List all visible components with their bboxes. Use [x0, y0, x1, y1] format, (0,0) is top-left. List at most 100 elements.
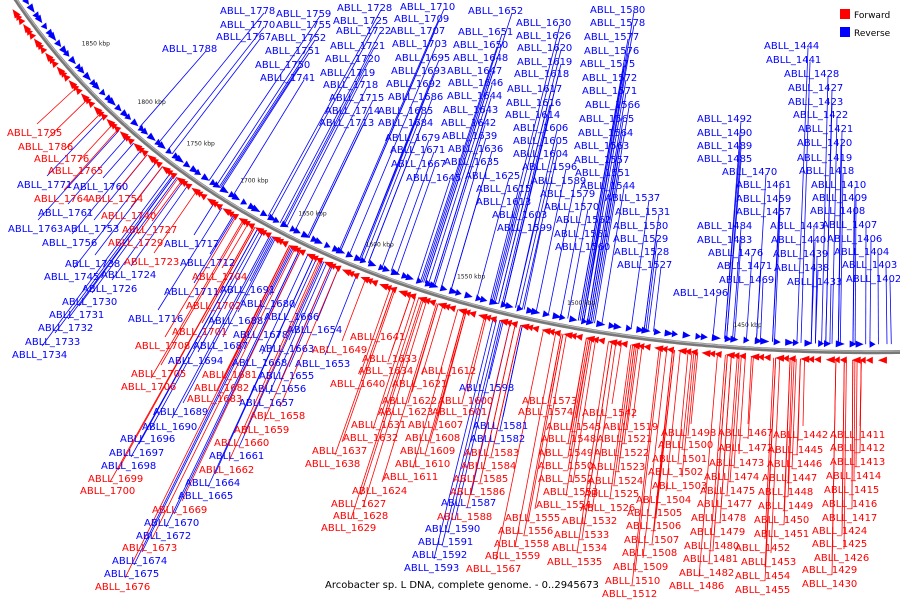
gene-label[interactable]: ABLL_1423 — [788, 97, 843, 108]
gene-label[interactable]: ABLL_1701 — [172, 327, 227, 338]
gene-label[interactable]: ABLL_1622 — [382, 396, 437, 407]
gene-label[interactable]: ABLL_1482 — [679, 568, 734, 579]
gene-label[interactable]: ABLL_1684 — [378, 118, 433, 129]
gene-label[interactable]: ABLL_1429 — [802, 565, 857, 576]
gene-label[interactable]: ABLL_1653 — [295, 359, 350, 370]
gene-label[interactable]: ABLL_1576 — [584, 46, 639, 57]
gene-label[interactable]: ABLL_1420 — [797, 138, 852, 149]
gene-label[interactable]: ABLL_1678 — [233, 330, 288, 341]
gene-label[interactable]: ABLL_1452 — [735, 543, 790, 554]
gene-label[interactable]: ABLL_1650 — [453, 40, 508, 51]
gene-label[interactable]: ABLL_1692 — [386, 79, 441, 90]
gene-label[interactable]: ABLL_1691 — [220, 285, 275, 296]
gene-label[interactable]: ABLL_1566 — [585, 100, 640, 111]
gene-label[interactable]: ABLL_1631 — [351, 420, 406, 431]
gene-label[interactable]: ABLL_1492 — [697, 114, 752, 125]
gene-label[interactable]: ABLL_1694 — [168, 356, 223, 367]
gene-label[interactable]: ABLL_1430 — [802, 579, 857, 590]
gene-label[interactable]: ABLL_1626 — [516, 31, 571, 42]
gene-label[interactable]: ABLL_1589 — [531, 176, 586, 187]
gene-label[interactable]: ABLL_1672 — [136, 531, 191, 542]
gene-label[interactable]: ABLL_1548 — [541, 434, 596, 445]
gene-label[interactable]: ABLL_1498 — [661, 428, 716, 439]
gene-label[interactable]: ABLL_1533 — [554, 530, 609, 541]
gene-label[interactable]: ABLL_1598 — [459, 383, 514, 394]
gene-label[interactable]: ABLL_1643 — [443, 105, 498, 116]
gene-label[interactable]: ABLL_1641 — [350, 332, 405, 343]
gene-label[interactable]: ABLL_1605 — [513, 136, 568, 147]
gene-label[interactable]: ABLL_1619 — [517, 57, 572, 68]
gene-label[interactable]: ABLL_1601 — [432, 407, 487, 418]
gene-label[interactable]: ABLL_1469 — [719, 275, 774, 286]
gene-label[interactable]: ABLL_1630 — [516, 18, 571, 29]
gene-label[interactable]: ABLL_1414 — [826, 471, 881, 482]
gene-label[interactable]: ABLL_1544 — [580, 181, 635, 192]
gene-label[interactable]: ABLL_1556 — [498, 526, 553, 537]
gene-label[interactable]: ABLL_1670 — [144, 518, 199, 529]
gene-label[interactable]: ABLL_1611 — [383, 472, 438, 483]
gene-label[interactable]: ABLL_1413 — [830, 457, 885, 468]
gene-label[interactable]: ABLL_1406 — [827, 234, 882, 245]
gene-label[interactable]: ABLL_1447 — [762, 473, 817, 484]
gene-label[interactable]: ABLL_1529 — [613, 234, 668, 245]
gene-label[interactable]: ABLL_1506 — [626, 521, 681, 532]
gene-label[interactable]: ABLL_1531 — [615, 207, 670, 218]
gene-label[interactable]: ABLL_1600 — [438, 396, 493, 407]
gene-label[interactable]: ABLL_1443 — [770, 221, 825, 232]
gene-label[interactable]: ABLL_1703 — [392, 39, 447, 50]
gene-label[interactable]: ABLL_1685 — [378, 106, 433, 117]
gene-label[interactable]: ABLL_1693 — [391, 66, 446, 77]
gene-label[interactable]: ABLL_1712 — [180, 258, 235, 269]
gene-label[interactable]: ABLL_1658 — [250, 411, 305, 422]
gene-label[interactable]: ABLL_1698 — [101, 461, 156, 472]
gene-label[interactable]: ABLL_1512 — [602, 589, 657, 600]
gene-label[interactable]: ABLL_1532 — [562, 516, 617, 527]
gene-label[interactable]: ABLL_1550 — [538, 461, 593, 472]
gene-label[interactable]: ABLL_1508 — [622, 548, 677, 559]
gene-label[interactable]: ABLL_1522 — [594, 448, 649, 459]
gene-label[interactable]: ABLL_1557 — [574, 155, 629, 166]
gene-label[interactable]: ABLL_1477 — [697, 499, 752, 510]
gene-label[interactable]: ABLL_1502 — [648, 467, 703, 478]
gene-label[interactable]: ABLL_1741 — [260, 73, 315, 84]
gene-label[interactable]: ABLL_1776 — [34, 154, 89, 165]
gene-label[interactable]: ABLL_1621 — [392, 379, 447, 390]
gene-label[interactable]: ABLL_1628 — [333, 511, 388, 522]
gene-label[interactable]: ABLL_1715 — [329, 93, 384, 104]
gene-label[interactable]: ABLL_1711 — [164, 287, 219, 298]
gene-label[interactable]: ABLL_1652 — [468, 6, 523, 17]
gene-label[interactable]: ABLL_1788 — [162, 44, 217, 55]
gene-label[interactable]: ABLL_1551 — [575, 168, 630, 179]
gene-label[interactable]: ABLL_1409 — [812, 193, 867, 204]
gene-label[interactable]: ABLL_1730 — [62, 297, 117, 308]
gene-label[interactable]: ABLL_1459 — [736, 194, 791, 205]
gene-label[interactable]: ABLL_1486 — [669, 581, 724, 592]
gene-label[interactable]: ABLL_1639 — [442, 131, 497, 142]
gene-label[interactable]: ABLL_1759 — [276, 9, 331, 20]
gene-label[interactable]: ABLL_1510 — [605, 576, 660, 587]
gene-label[interactable]: ABLL_1616 — [506, 98, 561, 109]
gene-label[interactable]: ABLL_1656 — [251, 384, 306, 395]
gene-label[interactable]: ABLL_1507 — [624, 535, 679, 546]
gene-label[interactable]: ABLL_1604 — [513, 149, 568, 160]
gene-label[interactable]: ABLL_1765 — [48, 166, 103, 177]
gene-label[interactable]: ABLL_1473 — [709, 458, 764, 469]
gene-label[interactable]: ABLL_1483 — [697, 235, 752, 246]
gene-label[interactable]: ABLL_1767 — [216, 32, 271, 43]
gene-label[interactable]: ABLL_1637 — [312, 446, 367, 457]
gene-label[interactable]: ABLL_1565 — [579, 114, 634, 125]
gene-label[interactable]: ABLL_1754 — [88, 194, 143, 205]
gene-label[interactable]: ABLL_1472 — [718, 443, 773, 454]
gene-label[interactable]: ABLL_1699 — [88, 474, 143, 485]
gene-label[interactable]: ABLL_1718 — [323, 80, 378, 91]
gene-label[interactable]: ABLL_1753 — [64, 224, 119, 235]
gene-label[interactable]: ABLL_1682 — [194, 383, 249, 394]
gene-label[interactable]: ABLL_1683 — [187, 394, 242, 405]
gene-label[interactable]: ABLL_1561 — [554, 229, 609, 240]
gene-label[interactable]: ABLL_1723 — [124, 257, 179, 268]
gene-label[interactable]: ABLL_1660 — [214, 438, 269, 449]
gene-label[interactable]: ABLL_1606 — [513, 123, 568, 134]
gene-label[interactable]: ABLL_1590 — [425, 524, 480, 535]
gene-label[interactable]: ABLL_1610 — [395, 459, 450, 470]
gene-label[interactable]: ABLL_1471 — [717, 261, 772, 272]
